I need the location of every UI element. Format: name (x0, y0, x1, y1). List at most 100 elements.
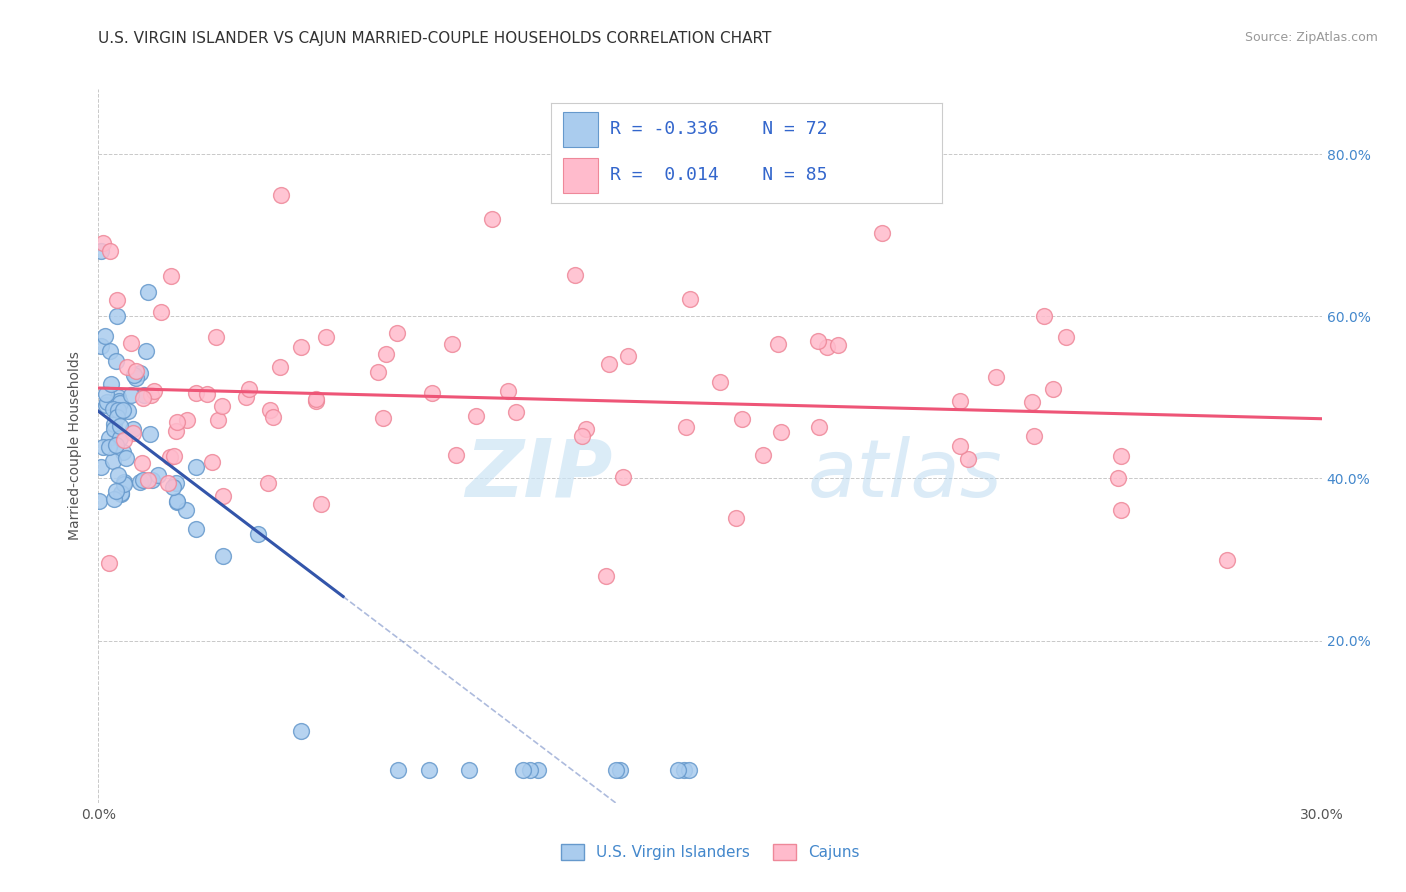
Point (124, 370, 146, 384)
Point (1032, 310, 1054, 324)
Point (136, 473, 159, 487)
Point (136, 285, 159, 299)
Point (91, 440, 114, 454)
Point (949, 439, 972, 453)
Point (103, 422, 125, 436)
Point (162, 480, 184, 494)
Point (122, 422, 145, 436)
Point (104, 483, 127, 498)
Point (96, 398, 118, 412)
Point (675, 419, 697, 434)
Point (612, 470, 634, 484)
Text: atlas: atlas (808, 435, 1002, 514)
Point (257, 475, 280, 490)
Point (1054, 329, 1077, 343)
Point (107, 402, 129, 417)
Point (105, 293, 128, 307)
Point (103, 454, 125, 468)
Point (464, 409, 486, 423)
Point (108, 394, 131, 409)
Point (111, 445, 134, 459)
Point (104, 354, 127, 368)
Point (1216, 552, 1239, 566)
Point (270, 187, 292, 202)
Point (90, 339, 112, 353)
Point (94, 329, 117, 343)
Point (160, 268, 183, 283)
Point (120, 388, 142, 402)
Point (131, 456, 153, 470)
Text: ZIP: ZIP (465, 435, 612, 514)
Point (100, 244, 122, 259)
Point (107, 468, 129, 483)
Point (90, 244, 112, 259)
Point (512, 764, 534, 778)
Point (385, 326, 408, 341)
Point (105, 438, 128, 452)
Point (564, 268, 586, 282)
Point (135, 344, 157, 359)
Point (305, 394, 328, 409)
Point (141, 473, 163, 487)
Point (201, 455, 224, 469)
Point (730, 412, 752, 426)
Point (441, 337, 464, 351)
Point (129, 366, 152, 380)
Point (128, 475, 150, 490)
Point (108, 431, 131, 445)
Point (112, 477, 135, 491)
Point (766, 337, 789, 351)
Point (101, 402, 124, 417)
Point (672, 764, 695, 778)
Point (142, 384, 165, 398)
Legend: U.S. Virgin Islanders, Cajuns: U.S. Virgin Islanders, Cajuns (554, 838, 866, 866)
Point (120, 336, 142, 351)
Point (870, 227, 893, 241)
Point (571, 429, 593, 443)
Point (1111, 449, 1133, 463)
Text: Source: ZipAtlas.com: Source: ZipAtlas.com (1244, 31, 1378, 45)
Point (371, 410, 394, 425)
Point (957, 451, 980, 466)
Point (100, 376, 122, 391)
Point (166, 494, 188, 508)
Point (110, 487, 132, 501)
Point (725, 511, 748, 525)
Point (97, 431, 120, 445)
Point (110, 395, 132, 409)
Point (290, 340, 312, 354)
Point (527, 764, 550, 778)
Point (176, 413, 198, 427)
Point (112, 475, 135, 489)
Point (149, 305, 172, 319)
Point (105, 409, 128, 424)
Point (186, 460, 208, 475)
Point (204, 330, 226, 344)
Point (609, 764, 631, 778)
Point (131, 473, 153, 487)
Point (418, 764, 440, 778)
Point (103, 417, 125, 431)
Point (166, 495, 188, 509)
Point (496, 384, 519, 398)
Point (212, 549, 235, 563)
Point (186, 385, 208, 400)
Point (110, 486, 132, 500)
Point (709, 375, 731, 389)
Point (598, 357, 620, 371)
Point (132, 388, 155, 402)
Point (505, 405, 527, 419)
Point (124, 368, 146, 382)
Point (949, 393, 972, 408)
Point (174, 502, 197, 516)
Point (679, 292, 702, 306)
Point (1109, 502, 1132, 516)
Point (115, 359, 138, 374)
Point (156, 475, 179, 490)
Point (212, 489, 235, 503)
Point (139, 427, 162, 442)
Point (163, 449, 186, 463)
Point (108, 418, 131, 433)
Point (519, 764, 541, 778)
Point (305, 392, 328, 407)
